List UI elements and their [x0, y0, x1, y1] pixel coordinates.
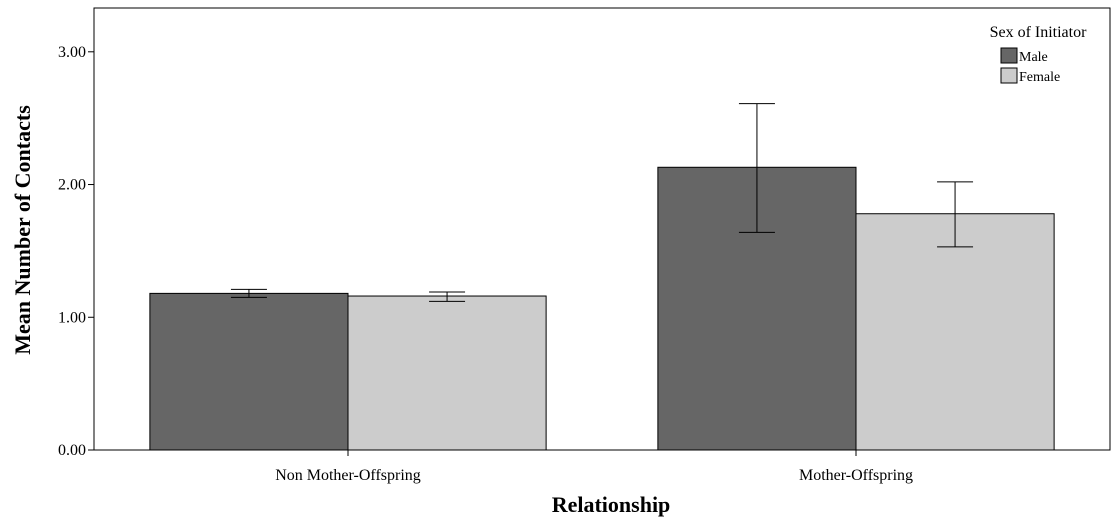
error-bars-layer	[230, 103, 974, 302]
legend-swatch-male	[1000, 47, 1018, 64]
bar-female-1	[855, 213, 1055, 451]
y-axis-title: Mean Number of Contacts	[10, 105, 35, 355]
bars-layer	[149, 166, 1055, 451]
legend: Sex of Initiator Male Female	[990, 24, 1088, 85]
bar-male-0	[149, 292, 349, 451]
legend-swatch-female	[1000, 67, 1018, 84]
legend-title: Sex of Initiator	[990, 24, 1088, 41]
y-tick-label: 2.00	[58, 177, 86, 194]
y-tick-label: 1.00	[58, 309, 86, 326]
x-axis-title: Relationship	[552, 492, 671, 517]
axes-layer: 0.00 1.00 2.00 3.00 Non Mother-Offspring Moth…	[58, 44, 913, 484]
legend-label-male: Male	[1019, 50, 1048, 65]
legend-label-female: Female	[1019, 70, 1060, 85]
x-tick-label: Mother-Offspring	[799, 467, 913, 484]
bar-female-0	[347, 295, 547, 451]
y-tick-label: 3.00	[58, 44, 86, 61]
y-tick-label: 0.00	[58, 442, 86, 459]
x-tick-label: Non Mother-Offspring	[275, 467, 421, 484]
